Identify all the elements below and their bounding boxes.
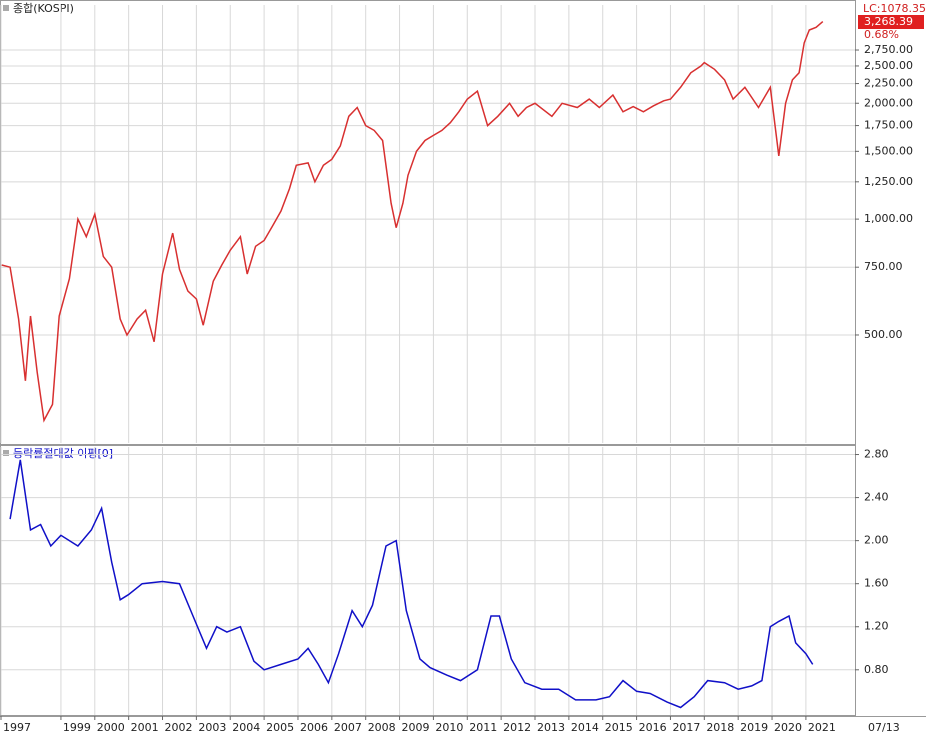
x-tick-label: 2019 — [740, 721, 768, 734]
y-tick-label: 1,000.00 — [864, 212, 913, 225]
end-date-label: 07/13 — [868, 721, 900, 734]
x-tick-label: 1997 — [3, 721, 31, 734]
x-tick-label: 2011 — [469, 721, 497, 734]
y-tick-label: 2,500.00 — [864, 59, 913, 72]
x-tick-label: 2008 — [368, 721, 396, 734]
x-tick-label: 2015 — [605, 721, 633, 734]
x-tick-label: 2021 — [808, 721, 836, 734]
y-tick-label: 2,000.00 — [864, 96, 913, 109]
x-tick-label: 2010 — [435, 721, 463, 734]
data-line — [1, 21, 824, 423]
x-tick-label: 2014 — [571, 721, 599, 734]
y-tick-label: 2.80 — [864, 448, 889, 461]
y-tick-label: 750.00 — [864, 260, 903, 273]
y-tick-label: 2.40 — [864, 491, 889, 504]
x-tick-label: 2005 — [266, 721, 294, 734]
y-tick-label: 2.00 — [864, 534, 889, 547]
price-box — [858, 15, 924, 29]
change-label: 0.68% — [864, 28, 899, 41]
x-tick-label: 2013 — [537, 721, 565, 734]
y-tick-label: 2,750.00 — [864, 43, 913, 56]
x-tick-label: 2007 — [334, 721, 362, 734]
y-tick-label: 1,750.00 — [864, 119, 913, 132]
x-tick-label: 2004 — [232, 721, 260, 734]
y-tick-label: 1.60 — [864, 577, 889, 590]
y-tick-label: 1.20 — [864, 620, 889, 633]
x-tick-label: 2020 — [774, 721, 802, 734]
x-tick-label: 2001 — [131, 721, 159, 734]
x-tick-label: 2000 — [97, 721, 125, 734]
y-tick-label: 500.00 — [864, 328, 903, 341]
x-tick-label: 2006 — [300, 721, 328, 734]
y-tick-label: 1,250.00 — [864, 175, 913, 188]
x-tick-label: 2012 — [503, 721, 531, 734]
x-tick-label: 2016 — [639, 721, 667, 734]
panel-icon — [3, 450, 9, 456]
y-tick-label: 2,250.00 — [864, 77, 913, 90]
price-label: 3,268.39 — [864, 15, 913, 28]
x-tick-label: 2009 — [402, 721, 430, 734]
top-title: 종합(KOSPI) — [13, 2, 74, 15]
x-tick-label: 1999 — [63, 721, 91, 734]
panel-icon — [3, 5, 9, 11]
bottom-title: 등락률절대값 이평[0] — [13, 447, 113, 460]
x-tick-label: 2017 — [672, 721, 700, 734]
y-tick-label: 1,500.00 — [864, 144, 913, 157]
x-tick-label: 2003 — [198, 721, 226, 734]
y-tick-label: 0.80 — [864, 663, 889, 676]
last-close: LC:1078.35 — [863, 2, 926, 15]
data-line — [9, 459, 814, 709]
x-tick-label: 2018 — [706, 721, 734, 734]
x-tick-label: 2002 — [165, 721, 193, 734]
